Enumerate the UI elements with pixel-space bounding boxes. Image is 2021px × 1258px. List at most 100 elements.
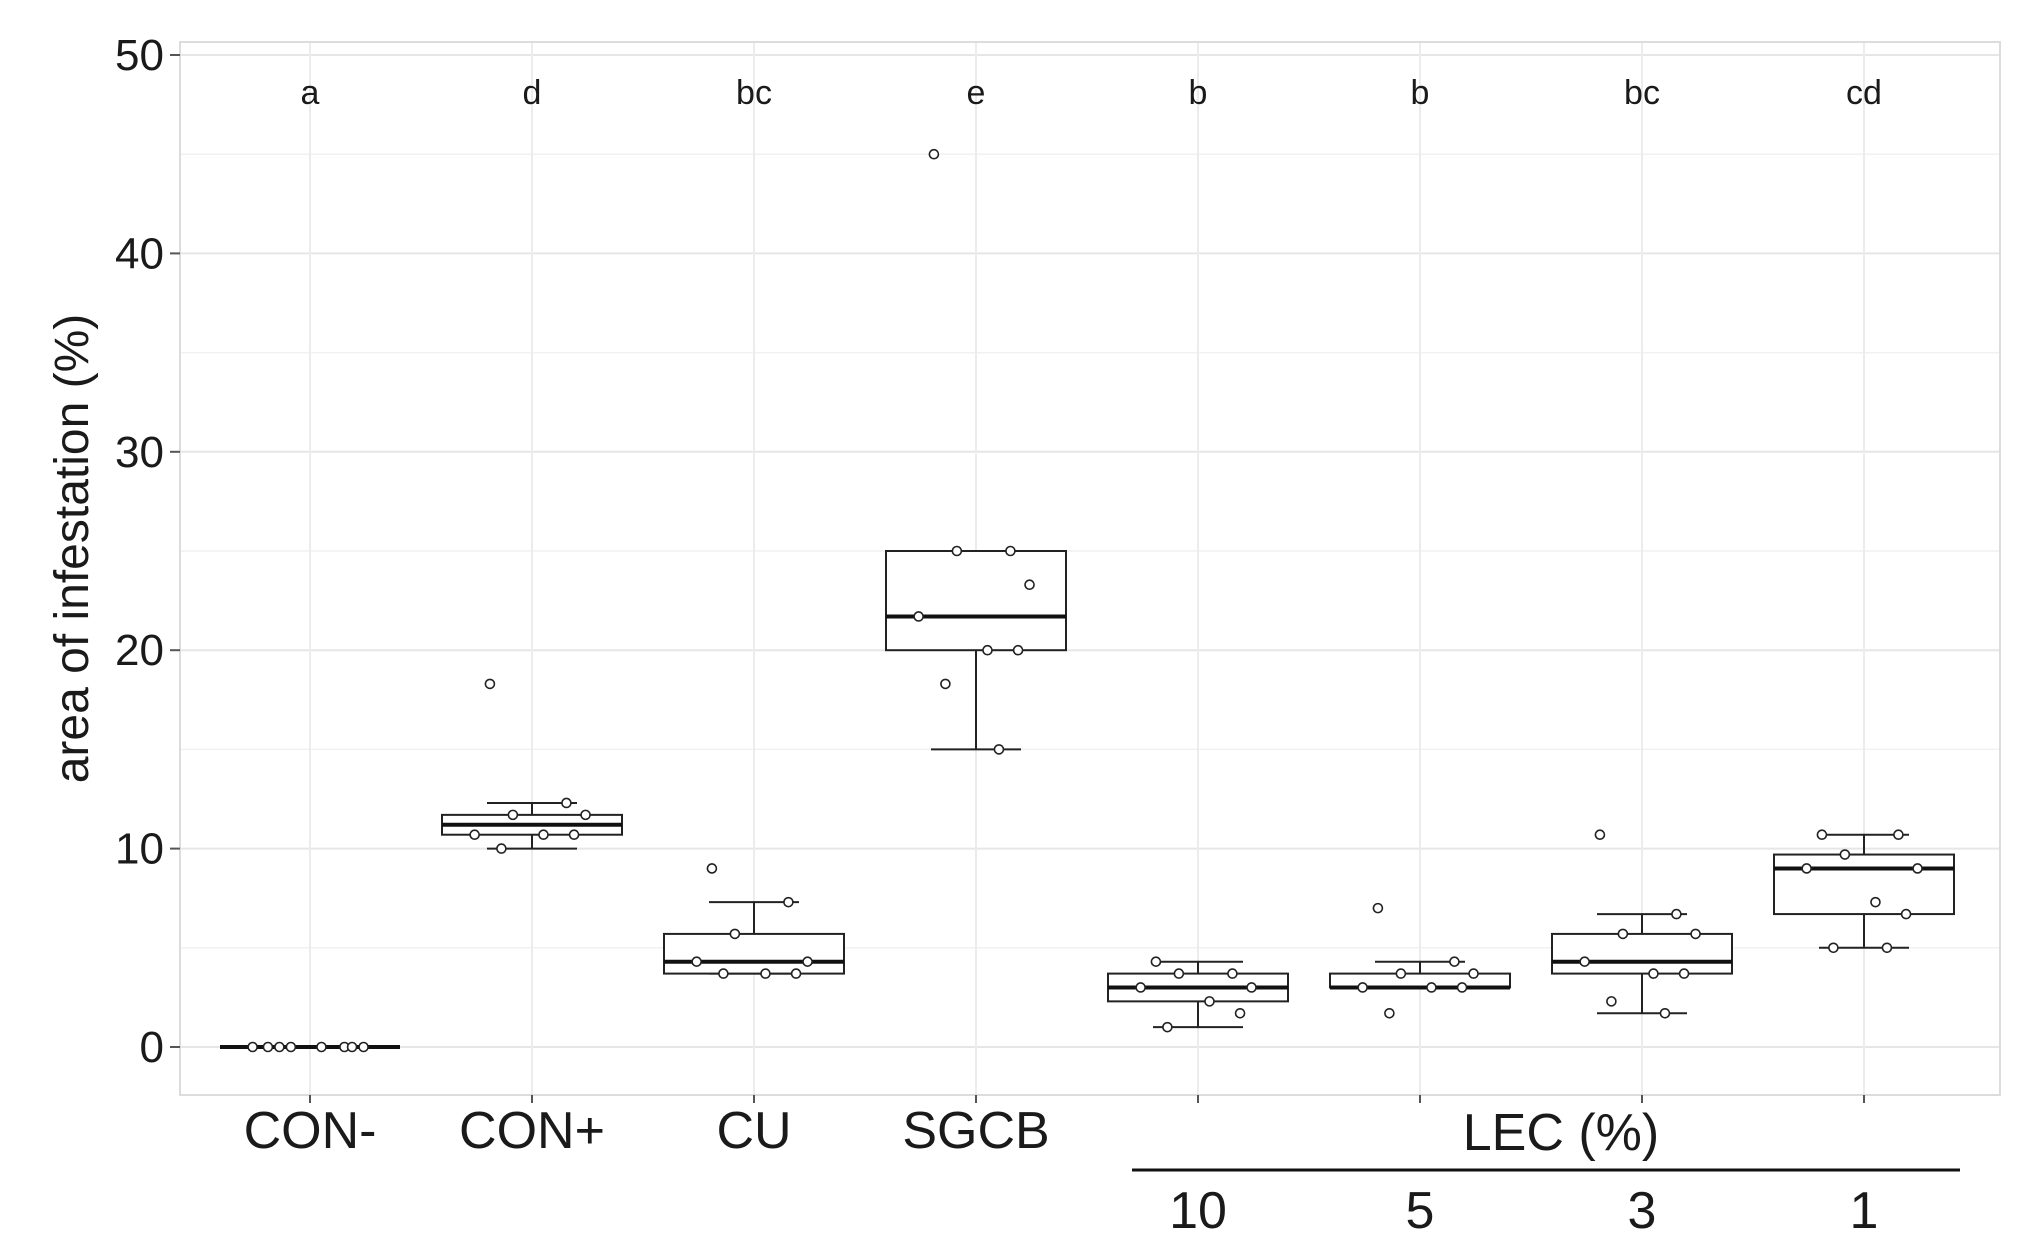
data-point: [802, 956, 813, 967]
y-tick-label: 20: [115, 626, 164, 675]
x-tick-label: CU: [716, 1102, 791, 1160]
iqr-box: [1551, 932, 1733, 975]
data-point: [1426, 982, 1437, 993]
data-point: [1671, 908, 1682, 920]
data-point: [1893, 829, 1904, 841]
data-point: [1135, 982, 1146, 993]
x-tick-label: 5: [1406, 1182, 1435, 1240]
data-point: [580, 809, 591, 821]
data-point: [940, 678, 951, 690]
x-tick-label: 1: [1850, 1182, 1879, 1240]
data-point: [1579, 956, 1590, 967]
data-point: [1870, 896, 1881, 908]
data-point: [1357, 982, 1368, 993]
y-tick-label: 10: [115, 825, 164, 874]
significance-letter: b: [1189, 74, 1208, 112]
data-point: [1150, 956, 1162, 967]
data-point: [1456, 982, 1468, 993]
data-point: [285, 1041, 297, 1053]
data-point: [951, 545, 963, 557]
box-3: [1551, 913, 1733, 1015]
data-point: [1900, 908, 1912, 920]
data-point: [729, 928, 741, 940]
data-point: [1372, 902, 1384, 914]
significance-letter: d: [523, 74, 542, 112]
data-point: [1816, 829, 1828, 841]
data-point: [358, 1041, 369, 1053]
data-point: [538, 829, 549, 841]
data-point: [1648, 968, 1659, 979]
data-point: [1881, 942, 1893, 954]
data-point: [1801, 863, 1812, 874]
data-point: [346, 1041, 358, 1053]
data-point: [561, 797, 572, 809]
significance-letter: bc: [1624, 74, 1660, 112]
iqr-box: [885, 550, 1067, 652]
iqr-box: [1773, 853, 1955, 916]
data-point: [1246, 982, 1257, 993]
data-point: [469, 829, 480, 841]
lec-group-label: LEC (%): [1463, 1104, 1659, 1162]
data-point: [507, 809, 519, 821]
data-point: [316, 1041, 327, 1053]
significance-letter: cd: [1846, 74, 1882, 112]
plot-panel-border: [179, 41, 2001, 1096]
data-point: [568, 829, 580, 841]
data-point: [1204, 996, 1215, 1007]
x-tick-label: 10: [1169, 1182, 1227, 1240]
data-point: [1384, 1007, 1395, 1019]
data-point: [1012, 644, 1024, 656]
significance-letter: a: [301, 74, 320, 112]
points-layer: [247, 148, 1923, 1053]
data-point: [1594, 829, 1606, 841]
data-point: [718, 968, 729, 979]
data-point: [1468, 968, 1479, 979]
data-point: [1395, 968, 1407, 979]
iqr-box: [1329, 972, 1511, 989]
data-point: [993, 744, 1005, 755]
data-point: [1449, 956, 1460, 967]
significance-letters: a d bc e b b bc cd: [301, 74, 1882, 112]
iqr-box: [663, 932, 845, 975]
data-point: [928, 148, 940, 160]
box-CON+: [441, 801, 623, 850]
data-point: [1690, 928, 1701, 940]
data-point: [1234, 1007, 1246, 1019]
data-point: [1005, 545, 1016, 557]
x-tick-label: SGCB: [902, 1102, 1049, 1160]
data-point: [1024, 579, 1035, 591]
y-tick-label: 0: [140, 1023, 164, 1072]
data-point: [274, 1041, 285, 1053]
data-point: [247, 1041, 258, 1053]
data-point: [1617, 928, 1629, 940]
y-axis-label: area of infestation (%): [46, 314, 99, 784]
y-axis: 0 10 20 30 40 50: [115, 31, 180, 1072]
data-point: [1678, 968, 1690, 979]
data-point: [262, 1041, 274, 1053]
data-point: [1162, 1021, 1173, 1033]
data-point: [691, 956, 702, 967]
y-tick-label: 40: [115, 229, 164, 278]
data-point: [484, 678, 496, 690]
data-point: [706, 863, 718, 874]
box-SGCB: [885, 550, 1067, 751]
significance-letter: bc: [736, 74, 772, 112]
data-point: [496, 843, 507, 854]
y-tick-label: 30: [115, 428, 164, 477]
data-point: [760, 968, 771, 979]
significance-letter: e: [967, 74, 986, 112]
data-point: [1173, 968, 1185, 979]
data-point: [1659, 1007, 1671, 1019]
x-axis: CON- CON+ CU SGCB 10 5 3 1: [244, 1095, 1879, 1240]
data-point: [1227, 968, 1238, 979]
data-point: [1839, 849, 1851, 860]
data-point: [1828, 942, 1839, 954]
data-point: [982, 644, 993, 656]
x-tick-label: CON+: [459, 1102, 605, 1160]
data-point: [913, 611, 924, 622]
significance-letter: b: [1411, 74, 1430, 112]
x-tick-label: CON-: [244, 1102, 377, 1160]
data-point: [790, 968, 802, 979]
data-point: [783, 896, 794, 908]
